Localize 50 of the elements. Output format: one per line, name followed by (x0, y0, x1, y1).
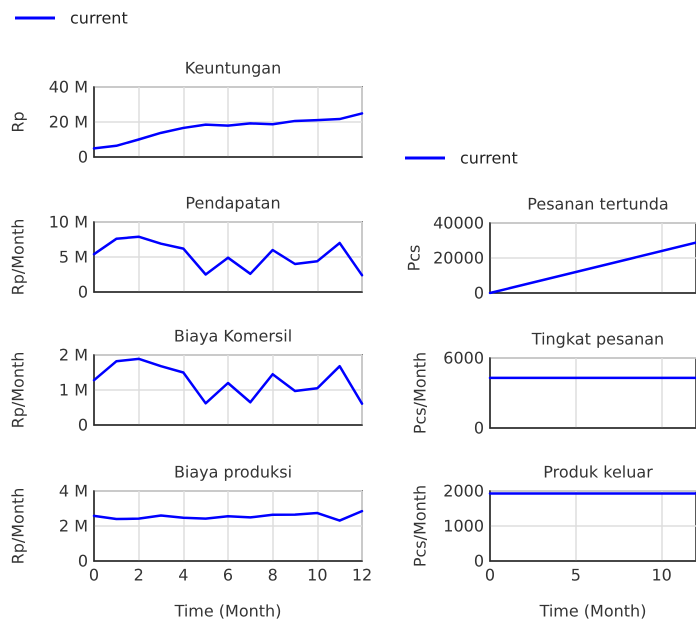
y-axis-title: Rp/Month (8, 218, 28, 296)
y-tick-label: 5 M (58, 248, 88, 266)
y-axis-title: Pcs/Month (410, 484, 430, 568)
chart-title: Tingkat pesanan (530, 330, 664, 348)
y-tick-label: 4 M (58, 482, 88, 500)
y-axis-title: Pcs/Month (410, 352, 430, 434)
legend-label: current (70, 8, 128, 28)
chart-title: Pendapatan (185, 194, 281, 212)
y-tick-label: 20000 (433, 248, 484, 268)
line-series (92, 510, 364, 522)
y-tick-label: 40 M (48, 78, 88, 96)
y-tick-label: 1000 (443, 516, 484, 536)
x-tick-label: 4 (178, 566, 188, 584)
chart-title: Pesanan tertunda (527, 194, 669, 214)
x-tick-label: 2 (134, 566, 144, 584)
y-tick-label: 40000 (433, 214, 484, 232)
legend-label: current (460, 148, 518, 168)
line-series (92, 235, 364, 276)
x-axis-title: Time (Month) (174, 602, 282, 620)
y-tick-label: 2000 (443, 482, 484, 500)
y-tick-label: 20 M (48, 112, 88, 132)
x-tick-label: 6 (222, 566, 234, 584)
y-tick-label: 2 M (58, 516, 88, 536)
x-axis-title: Time (Month) (538, 602, 646, 620)
y-tick-label: 0 (78, 416, 88, 434)
chart-title: Produk keluar (543, 462, 654, 482)
y-axis-title: Rp (8, 111, 28, 133)
y-tick-label: 0 (78, 148, 88, 166)
y-tick-label: 0 (78, 282, 88, 302)
y-tick-label: 0 (474, 284, 484, 302)
chart-title: Biaya Komersil (174, 326, 292, 346)
x-tick-label: 5 (570, 566, 581, 584)
y-axis-title: Rp/Month (8, 352, 28, 428)
chart-title: Biaya produksi (174, 462, 292, 482)
x-tick-label: 8 (268, 566, 278, 584)
x-tick-label: 10 (651, 566, 672, 584)
y-tick-label: 10 M (48, 212, 88, 232)
y-tick-label: 1 M (58, 380, 88, 400)
x-tick-label: 10 (307, 566, 328, 584)
chart-title: Keuntungan (184, 58, 282, 78)
y-tick-label: 0 (474, 418, 484, 438)
y-tick-label: 2 M (58, 346, 88, 364)
y-tick-label: 0 (78, 552, 88, 570)
line-series (92, 112, 364, 150)
x-tick-label: 12 (352, 566, 372, 584)
line-series (92, 358, 364, 405)
y-tick-label: 6000 (443, 348, 484, 368)
y-axis-title: Pcs (404, 244, 424, 272)
y-axis-title: Rp/Month (8, 488, 28, 564)
y-tick-label: 0 (474, 552, 484, 570)
